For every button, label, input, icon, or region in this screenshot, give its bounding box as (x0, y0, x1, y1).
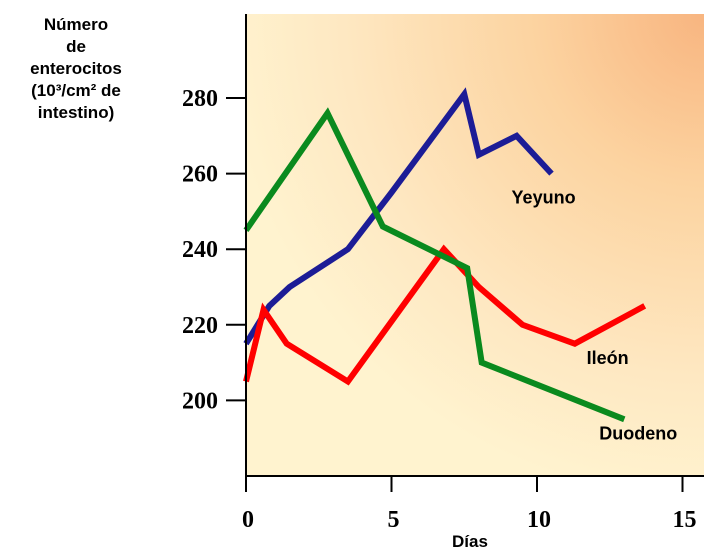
y-tick-label: 200 (182, 388, 218, 414)
series-label-ileón: Ileón (587, 348, 629, 368)
series-line-yeyuno (243, 87, 554, 346)
y-axis-label: Número de enterocitos (10³/cm² de intest… (0, 14, 152, 124)
plot-background (246, 14, 704, 476)
y-axis-label-line: de (66, 37, 86, 56)
x-tick-label: 5 (388, 507, 400, 533)
series-line-ileón (243, 244, 647, 386)
y-axis-label-line: enterocitos (30, 59, 122, 78)
y-tick-label: 260 (182, 162, 218, 188)
x-tick-label: 15 (673, 507, 697, 533)
y-tick-label: 280 (182, 86, 218, 112)
series-labels: Yeyuno Ileón Duodeno (512, 188, 678, 444)
x-tick-label: 10 (527, 507, 551, 533)
axes-layer: 200 220 240 260 280 0 5 10 15 (182, 14, 704, 533)
x-axis-label: Días (452, 532, 488, 551)
y-axis-label-line: intestino) (37, 103, 115, 122)
series-layer (243, 87, 647, 423)
series-line-duodeno (243, 107, 626, 423)
series-label-yeyuno: Yeyuno (512, 188, 576, 208)
series-label-duodeno: Duodeno (599, 423, 677, 443)
y-tick-label: 240 (182, 237, 218, 263)
x-tick-label: 0 (242, 507, 254, 533)
y-axis-label-line: Número (43, 15, 109, 34)
y-tick-label: 220 (182, 313, 218, 339)
y-axis-label-line: (10³/cm² de (31, 81, 121, 100)
